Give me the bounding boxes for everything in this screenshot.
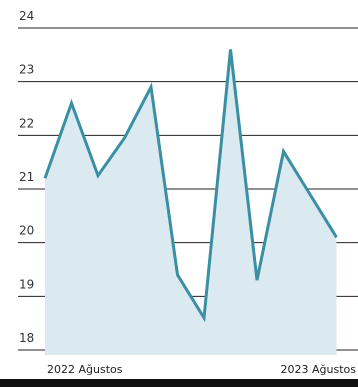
x-tick-label: 2023 Ağustos — [281, 363, 357, 376]
line-layer — [43, 49, 338, 323]
y-tick-label: 23 — [19, 63, 34, 77]
y-tick-label: 22 — [19, 116, 34, 130]
x-tick-label: 2022 Ağustos — [47, 363, 123, 376]
x-tick-labels: 2022 Ağustos 2023 Ağustos — [47, 363, 356, 376]
y-tick-label: 19 — [19, 277, 34, 291]
y-tick-label: 20 — [19, 224, 34, 238]
y-tick-label: 18 — [19, 331, 34, 345]
y-tick-labels: 18 19 20 21 22 23 24 — [19, 9, 34, 345]
y-tick-label: 24 — [19, 9, 34, 23]
series-line — [43, 49, 338, 323]
bottom-bar — [0, 379, 358, 387]
y-tick-label: 21 — [19, 170, 34, 184]
area-layer — [45, 49, 337, 355]
series-area — [45, 49, 337, 355]
